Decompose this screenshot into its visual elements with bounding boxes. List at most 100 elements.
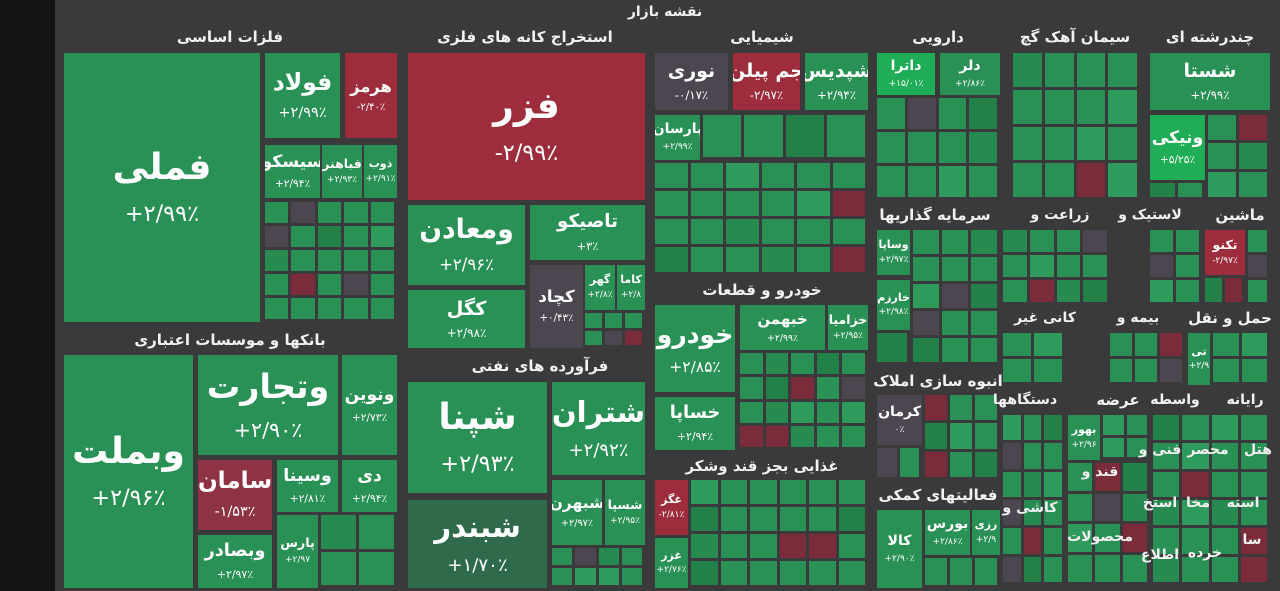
tile <box>655 191 688 216</box>
tile <box>1023 471 1042 497</box>
sector-header: واسطه <box>1150 392 1200 408</box>
tile <box>1095 554 1120 582</box>
tile <box>605 330 622 345</box>
stock-name: جم پیلن <box>733 59 800 82</box>
tile <box>1003 415 1021 441</box>
stock-name: کگل <box>446 296 487 320</box>
stock-change: +۲/۹۰٪ <box>233 417 303 442</box>
tile <box>1240 528 1267 554</box>
tile <box>720 561 747 585</box>
stock-tile: فباهنر +۲/۹۳٪ <box>322 145 362 198</box>
tile <box>942 284 968 308</box>
stock-name: شتران <box>552 395 645 429</box>
tile <box>842 425 865 447</box>
stock-name: کرمان <box>878 403 921 420</box>
tile <box>1239 171 1267 197</box>
sector-header: سا <box>1242 532 1262 548</box>
stock-name: وسینا <box>283 466 332 487</box>
tile <box>552 568 573 585</box>
tile <box>761 247 794 272</box>
tile <box>765 353 789 375</box>
tile <box>950 451 972 477</box>
tile <box>655 219 688 244</box>
tile <box>779 507 806 531</box>
sector-header: محصر <box>1187 442 1229 458</box>
tile <box>1110 359 1132 382</box>
tile <box>740 377 763 399</box>
tile <box>1068 463 1093 491</box>
sector-header: فرآورده های نفتی <box>471 357 609 375</box>
tile <box>907 98 936 129</box>
tile <box>1239 115 1267 141</box>
tile <box>765 425 789 447</box>
tile <box>1239 143 1267 169</box>
tile <box>899 448 919 477</box>
stock-tile: فولاد +۲/۹۹٪ <box>265 53 340 138</box>
tile <box>816 425 840 447</box>
tile <box>690 191 723 216</box>
stock-name: ونوین <box>344 385 395 406</box>
stock-change: +۲/۹۰٪ <box>884 553 915 564</box>
stock-name: خساپا <box>669 403 721 424</box>
tile <box>816 353 840 375</box>
stock-tile: وبملت +۲/۹۶٪ <box>64 355 193 588</box>
tile <box>1126 437 1147 457</box>
stock-name: وبصادر <box>204 541 266 562</box>
stock-name: شبهرن <box>552 494 602 513</box>
stock-change: +۲/۹۹٪ <box>124 200 200 227</box>
tile <box>797 219 830 244</box>
stock-change: +۲/۹۵٪ <box>610 516 640 527</box>
tile <box>691 507 718 531</box>
stock-tile: شبهرن +۲/۹۷٪ <box>552 480 602 545</box>
tile <box>1122 554 1147 582</box>
tile <box>1211 443 1238 469</box>
stock-tile: بهور +۲/۹۶ <box>1068 415 1100 460</box>
tile <box>971 284 997 308</box>
tile <box>370 274 394 295</box>
stock-name: دی <box>357 466 382 487</box>
sector-header: محصولات <box>1067 529 1133 545</box>
stock-name: داترا <box>890 57 922 74</box>
tile <box>925 451 947 477</box>
tile <box>1003 333 1031 356</box>
tile <box>1044 89 1074 124</box>
tile <box>925 423 947 449</box>
stock-name: کالا <box>887 532 912 549</box>
tile <box>726 219 759 244</box>
stock-name: وساپا <box>878 238 909 252</box>
tile <box>1108 163 1137 197</box>
stock-change: +۲/۹۴٪ <box>816 88 857 103</box>
stock-name: ومعادن <box>419 214 514 246</box>
tile <box>1083 280 1107 302</box>
tile <box>1182 415 1209 441</box>
tile <box>1023 528 1042 554</box>
stock-change: +۵/۲۵٪ <box>1159 153 1196 167</box>
tile <box>1122 524 1147 552</box>
tile <box>621 568 642 585</box>
stock-change: +۲/۸٪ <box>587 289 613 300</box>
tile <box>1208 143 1236 169</box>
tile <box>1225 278 1242 302</box>
tile <box>1182 443 1209 469</box>
sector-header: سرمایه گذاریها <box>879 206 991 224</box>
stock-change: +۰/۴۳٪ <box>539 312 574 325</box>
tile <box>1211 500 1238 526</box>
stock-tile: وبصادر +۲/۹۷٪ <box>198 535 272 588</box>
screen-edge <box>0 0 55 591</box>
tile <box>1208 171 1236 197</box>
sector-header: حمل و نقل <box>1188 309 1272 327</box>
tile <box>1003 230 1027 252</box>
tile <box>832 163 865 188</box>
tile <box>975 423 997 449</box>
stock-name: غگز <box>661 493 682 507</box>
stock-tile: فملی +۲/۹۹٪ <box>64 53 260 322</box>
tile <box>598 548 619 565</box>
stock-tile: رزی +۲/۹ <box>972 510 1000 555</box>
tile <box>797 191 830 216</box>
tile <box>1003 528 1021 554</box>
tile <box>1205 278 1222 302</box>
tile <box>1153 528 1180 554</box>
tile <box>1160 359 1182 382</box>
sector-header: هتل <box>1244 442 1272 458</box>
